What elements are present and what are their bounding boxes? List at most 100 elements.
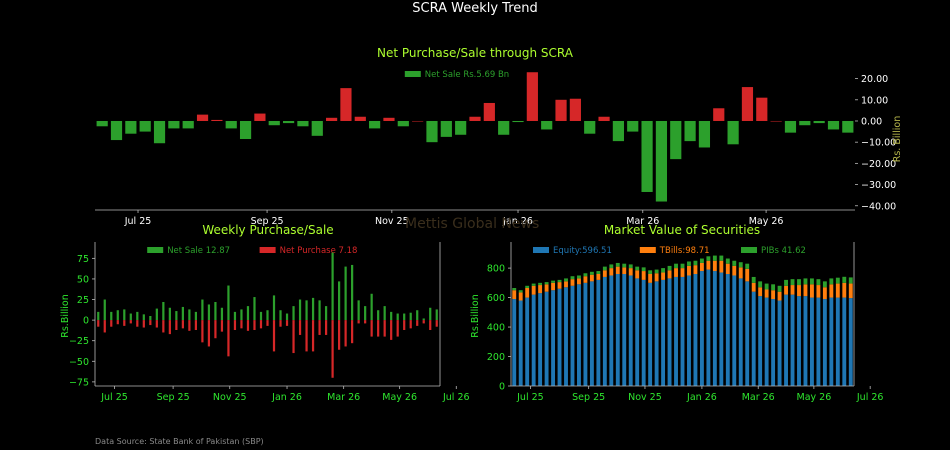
- bar: [268, 120, 280, 126]
- bar-net-purchase: [266, 320, 269, 326]
- x-tick-label: Sep 25: [157, 392, 190, 403]
- bar-equity: [654, 281, 659, 386]
- bar-net-purchase: [116, 320, 119, 325]
- bar-pibs: [551, 280, 556, 283]
- bar-net-sale: [233, 311, 237, 321]
- bar-net-purchase: [383, 320, 386, 337]
- bar-net-purchase: [246, 320, 250, 331]
- bar-net-purchase: [103, 320, 106, 333]
- bar-tbills: [615, 266, 620, 274]
- bar-equity: [648, 282, 653, 386]
- bar-net-sale: [201, 299, 204, 321]
- bar-tbills: [848, 283, 853, 299]
- bar-net-purchase: [129, 320, 132, 324]
- chart-title: Weekly Purchase/Sale: [202, 223, 333, 237]
- bar: [498, 120, 510, 135]
- bar-equity: [680, 276, 685, 386]
- bar-tbills: [758, 287, 763, 297]
- x-tick-label: Jan 26: [502, 216, 533, 227]
- bar-tbills: [544, 284, 549, 292]
- bar: [670, 120, 682, 160]
- bar-net-purchase: [175, 320, 178, 330]
- bar-pibs: [564, 278, 568, 282]
- bar-net-purchase: [188, 320, 191, 331]
- bar-net-sale: [129, 313, 132, 321]
- bar-pibs: [648, 270, 653, 274]
- bar-net-purchase: [357, 320, 360, 324]
- x-tick-label: Nov 25: [375, 216, 409, 227]
- bar: [684, 120, 696, 142]
- bar-net-sale: [149, 316, 152, 321]
- bar: [770, 120, 782, 122]
- x-tick-label: Mar 26: [327, 392, 360, 403]
- bar-pibs: [803, 278, 808, 285]
- bar-pibs: [835, 277, 840, 284]
- bar-net-sale: [227, 285, 230, 321]
- bar-pibs: [719, 255, 724, 261]
- bar-net-sale: [188, 309, 191, 321]
- bar-net-sale: [324, 306, 328, 321]
- bar-net-sale: [318, 300, 321, 321]
- bar-net-purchase: [292, 320, 295, 354]
- y-tick-label: 20.00: [861, 74, 888, 85]
- bar-net-purchase: [149, 320, 152, 326]
- bar-net-sale: [351, 264, 354, 321]
- y-axis-label: Rs.Billion: [60, 294, 71, 337]
- legend-label: Net Sale 12.87: [167, 246, 230, 256]
- bar-pibs: [525, 285, 530, 288]
- bar: [612, 120, 624, 142]
- bar: [569, 98, 581, 121]
- bar-pibs: [699, 258, 704, 263]
- bar-net-sale: [422, 318, 425, 321]
- legend-label: Equity:596.51: [553, 246, 612, 256]
- bar-tbills: [784, 285, 788, 295]
- bar-equity: [712, 271, 717, 386]
- bar-pibs: [790, 279, 795, 286]
- bar-pibs: [797, 279, 801, 286]
- x-tick-label: Jul 25: [100, 392, 128, 403]
- bar-net-purchase: [396, 320, 399, 337]
- bar-net-sale: [116, 310, 119, 321]
- bar-tbills: [829, 284, 834, 298]
- bar-pibs: [602, 266, 607, 271]
- bar-pibs: [570, 276, 575, 280]
- bar: [713, 108, 725, 121]
- bar-net-purchase: [253, 320, 256, 330]
- bar-net-sale: [305, 300, 308, 321]
- y-tick-label: 50: [77, 274, 89, 285]
- bar-pibs: [589, 271, 594, 275]
- bar-tbills: [745, 268, 750, 282]
- bar: [526, 72, 538, 121]
- bar-pibs: [680, 263, 685, 269]
- y-axis-label: Rs.Billion: [470, 294, 481, 337]
- y-tick-label: 0: [499, 382, 505, 393]
- y-tick-label: 75: [77, 254, 89, 265]
- bar-pibs: [596, 271, 601, 274]
- bar-tbills: [771, 290, 776, 300]
- bar-pibs: [512, 288, 517, 291]
- bar-net-purchase: [240, 320, 243, 329]
- bar-net-sale: [298, 299, 302, 321]
- chart-title: Net Purchase/Sale through SCRA: [377, 46, 574, 60]
- bar-tbills: [648, 274, 653, 283]
- bar-equity: [596, 279, 601, 386]
- bar-net-purchase: [220, 320, 224, 332]
- bar-equity: [570, 285, 575, 386]
- bar-tbills: [518, 292, 523, 301]
- bar-equity: [512, 299, 517, 386]
- bar-tbills: [538, 285, 543, 294]
- y-tick-label: 400: [487, 323, 505, 334]
- bar-net-purchase: [435, 320, 438, 327]
- bar-net-sale: [240, 309, 243, 321]
- bar-net-purchase: [331, 320, 334, 378]
- bar-pibs: [538, 282, 543, 286]
- bar: [655, 120, 668, 202]
- bar: [842, 120, 854, 133]
- bar-equity: [719, 272, 724, 386]
- x-tick-label: Sep 25: [251, 216, 284, 227]
- bar-net-sale: [103, 299, 106, 321]
- bar-tbills: [641, 271, 646, 280]
- bar-pibs: [577, 275, 581, 279]
- legend-swatch: [533, 247, 549, 253]
- bar-tbills: [809, 284, 814, 298]
